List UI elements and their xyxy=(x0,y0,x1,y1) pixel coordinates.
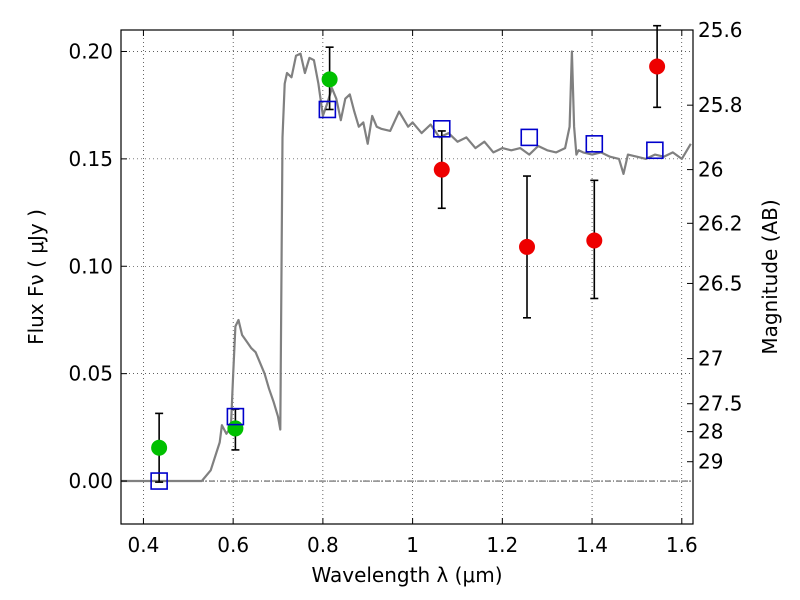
right-tick-label: 26.2 xyxy=(698,211,743,235)
y-tick-label: 0.05 xyxy=(68,362,113,386)
x-tick-label: 0.4 xyxy=(128,533,160,557)
right-tick-label: 29 xyxy=(698,450,723,474)
model-point xyxy=(432,120,451,138)
right-tick-label: 28 xyxy=(698,420,723,444)
template-spectrum-line xyxy=(121,50,692,483)
model-point xyxy=(318,100,337,119)
right-tick-label: 26.5 xyxy=(698,271,743,295)
y-axis-label: Flux Fν ( μJy ) xyxy=(24,209,48,345)
plot-frame xyxy=(120,29,694,525)
right-tick-label: 27 xyxy=(698,347,723,371)
x-tick-label: 1 xyxy=(406,533,419,557)
data-point xyxy=(433,161,450,178)
y-tick-label: 0.20 xyxy=(68,39,113,63)
axis-ticks: 0.4 0.6 0.8 1 1.2 1.4 1.6 0.00 0.05 0.10 0.15 0.20 2… xyxy=(68,18,742,557)
model-point xyxy=(585,135,604,153)
right-tick-label: 25.8 xyxy=(698,93,743,117)
model-point xyxy=(520,128,539,147)
model-point xyxy=(226,407,245,426)
data-point xyxy=(151,439,168,456)
y-tick-label: 0.15 xyxy=(68,147,113,171)
template-spectrum xyxy=(121,50,692,483)
data-point xyxy=(321,71,338,88)
data-point xyxy=(649,58,666,75)
y-tick-label: 0.00 xyxy=(68,469,113,493)
x-tick-label: 1.4 xyxy=(576,533,608,557)
right-axis-label: Magnitude (AB) xyxy=(758,199,782,354)
grid-lines xyxy=(121,30,693,524)
data-point xyxy=(519,238,536,255)
x-tick-label: 1.6 xyxy=(666,533,698,557)
y-tick-label: 0.10 xyxy=(68,254,113,278)
x-tick-label: 0.6 xyxy=(217,533,249,557)
x-tick-label: 1.2 xyxy=(486,533,518,557)
x-tick-label: 0.8 xyxy=(307,533,339,557)
data-markers xyxy=(150,58,666,490)
right-tick-label: 27.5 xyxy=(698,392,743,416)
right-tick-label: 25.6 xyxy=(698,18,743,42)
x-axis-label: Wavelength λ (μm) xyxy=(311,563,502,587)
model-point xyxy=(150,472,168,490)
data-point xyxy=(227,420,244,437)
model-point xyxy=(646,141,664,160)
data-point xyxy=(586,232,603,249)
right-tick-label: 26 xyxy=(698,158,723,182)
